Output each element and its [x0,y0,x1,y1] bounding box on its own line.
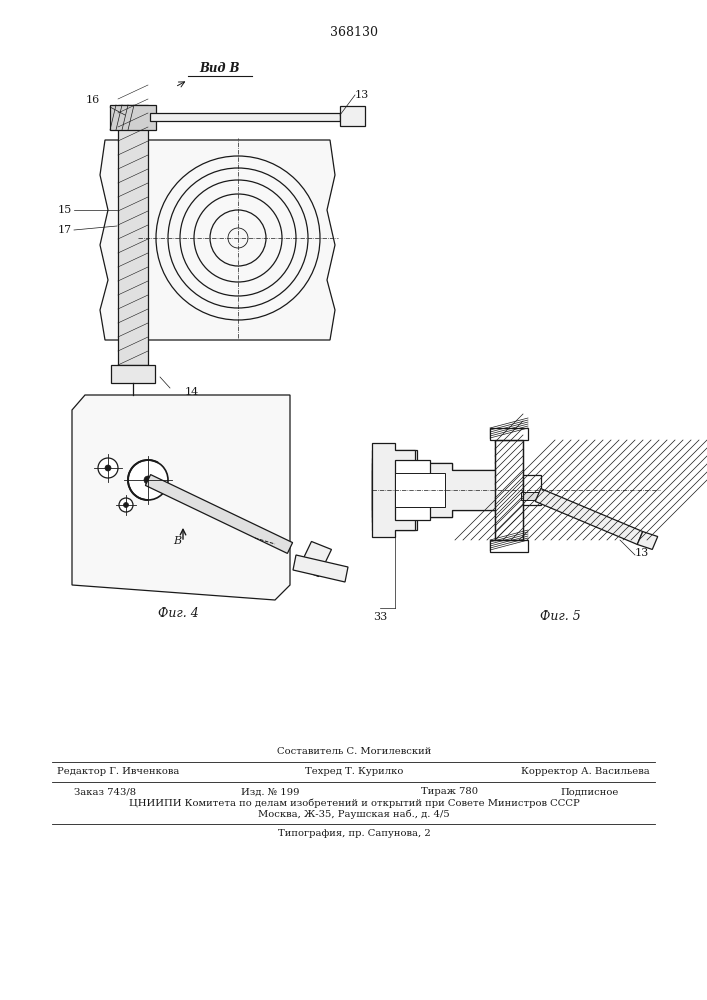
Text: Заказ 743/8: Заказ 743/8 [74,788,136,796]
Bar [495,440,523,540]
Polygon shape [298,541,332,577]
Circle shape [119,498,133,512]
Bar [372,470,502,510]
Polygon shape [146,475,293,553]
Circle shape [124,502,129,508]
Text: Типография, пр. Сапунова, 2: Типография, пр. Сапунова, 2 [278,830,431,838]
Text: ЦНИИПИ Комитета по делам изобретений и открытий при Совете Министров СССР: ЦНИИПИ Комитета по делам изобретений и о… [129,798,579,808]
Bar [111,365,155,383]
Text: Москва, Ж-35, Раушская наб., д. 4/5: Москва, Ж-35, Раушская наб., д. 4/5 [258,809,450,819]
Bar [372,450,417,530]
Text: Корректор А. Васильева: Корректор А. Васильева [520,768,649,776]
Polygon shape [293,555,348,582]
Bar [490,428,528,440]
Text: 13: 13 [635,548,649,558]
Text: 16: 16 [86,95,100,105]
Circle shape [128,460,168,500]
Text: 368130: 368130 [330,25,378,38]
Bar [118,105,148,365]
Bar [490,540,528,552]
Text: Изд. № 199: Изд. № 199 [241,788,299,796]
Circle shape [105,465,111,471]
Text: Фиг. 4: Фиг. 4 [158,607,199,620]
Text: 33: 33 [373,612,387,622]
Bar [372,458,400,522]
Polygon shape [72,395,290,600]
Bar [523,475,541,505]
Bar [150,113,340,121]
Text: В: В [173,536,181,546]
Circle shape [144,476,152,484]
Text: 15: 15 [58,205,72,215]
Text: 13: 13 [355,90,369,100]
Polygon shape [535,489,643,544]
Bar [110,105,156,130]
Text: Составитель С. Могилевский: Составитель С. Могилевский [277,748,431,756]
Polygon shape [372,443,500,537]
Text: Тираж 780: Тираж 780 [421,788,479,796]
Bar [340,106,365,126]
Circle shape [98,458,118,478]
Text: 17: 17 [58,225,72,235]
Text: Техред Т. Курилко: Техред Т. Курилко [305,768,403,776]
Polygon shape [395,460,430,520]
Text: Подписное: Подписное [561,788,619,796]
Text: 14: 14 [185,387,199,397]
Polygon shape [100,140,335,340]
Bar [395,473,445,507]
Text: Редактор Г. Ивченкова: Редактор Г. Ивченкова [57,768,179,776]
Text: Вид В: Вид В [200,62,240,75]
Polygon shape [637,532,658,549]
Text: Фиг. 5: Фиг. 5 [539,610,580,623]
Bar [372,463,452,517]
Bar [521,492,543,500]
